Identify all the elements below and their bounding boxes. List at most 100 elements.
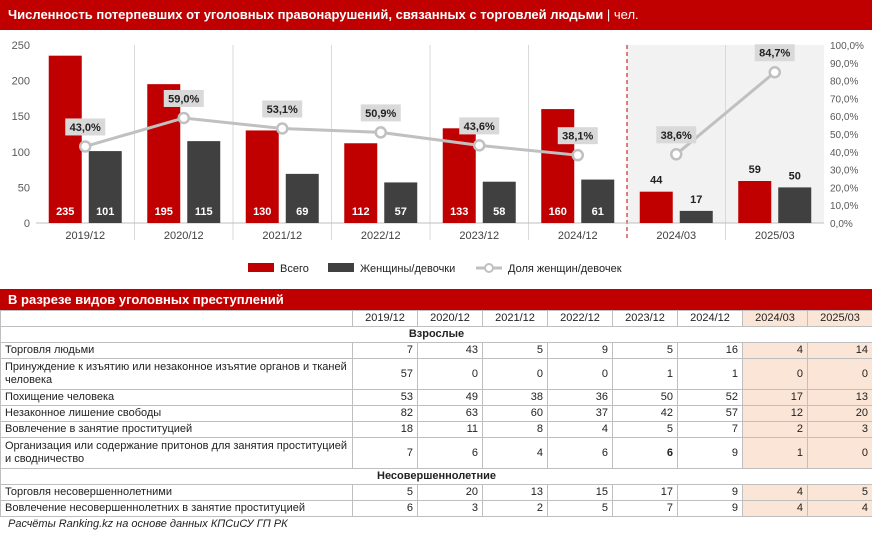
bar-total	[639, 191, 673, 223]
table-cell: 0	[417, 358, 483, 390]
table-cell: 3	[807, 421, 872, 438]
table-cell: 6	[612, 437, 678, 469]
table-cell: 8	[482, 421, 548, 438]
column-header: 2024/12	[677, 310, 743, 327]
table-header: В разрезе видов уголовных преступлений	[0, 289, 872, 310]
share-label: 53,1%	[267, 104, 298, 116]
share-label-box	[65, 118, 106, 136]
column-header: 2020/12	[417, 310, 483, 327]
section-row: Несовершеннолетние	[0, 468, 872, 485]
bar-total-label: 195	[155, 206, 173, 218]
table-cell: 0	[807, 358, 872, 390]
chart-area: 0 50 100 150 200 250 0,0% 10,0% 20,0% 30,0% 40,0% 5…	[0, 30, 872, 288]
table-cell: 50	[612, 389, 678, 406]
table-cell: 7	[352, 342, 418, 359]
table-cell: 9	[677, 484, 743, 501]
share-point	[79, 140, 92, 153]
table-corner-cell	[0, 310, 353, 327]
table-cell: 11	[417, 421, 483, 438]
share-label: 38,6%	[661, 130, 692, 142]
y-left-tick: 100	[12, 147, 30, 159]
row-label: Вовлечение несовершеннолетних в занятие …	[0, 500, 353, 517]
table-cell: 42	[612, 405, 678, 422]
y-right-tick: 0,0%	[830, 219, 853, 230]
bar-total-label: 133	[450, 206, 468, 218]
table-cell: 17	[612, 484, 678, 501]
table-cell: 16	[677, 342, 743, 359]
table-cell: 38	[482, 389, 548, 406]
y-left-tick: 250	[12, 40, 30, 52]
table-cell: 6	[417, 437, 483, 469]
column-header: 2019/12	[352, 310, 418, 327]
bar-women	[187, 141, 221, 223]
bar-women-label: 69	[296, 206, 308, 218]
legend-label-total: Всего	[280, 263, 309, 275]
column-header: 2025/03	[807, 310, 872, 327]
table-row: Вовлечение несовершеннолетних в занятие …	[0, 500, 872, 517]
table-row: Торговля несовершеннолетними 5 20 13 15 17 9 4 5	[0, 484, 872, 501]
bar-total-label: 59	[749, 164, 761, 176]
bar-women	[482, 181, 516, 223]
bar-women-label: 115	[195, 206, 213, 218]
bar-women	[285, 173, 319, 223]
x-tick-label: 2022/12	[361, 230, 401, 242]
table-row: Принуждение к изъятию или незаконное изъ…	[0, 358, 872, 390]
table-cell: 5	[612, 342, 678, 359]
share-point	[473, 139, 486, 152]
table-row: Организация или содержание притонов для …	[0, 437, 872, 469]
table-cell: 14	[807, 342, 872, 359]
table-cell: 1	[742, 437, 808, 469]
table-cell: 6	[547, 437, 613, 469]
table-row: Торговля людьми 7 43 5 9 5 16 4 14	[0, 342, 872, 359]
table-cell: 5	[352, 484, 418, 501]
chart-title: Численность потерпевших от уголовных пра…	[8, 7, 604, 22]
table-cell: 12	[742, 405, 808, 422]
table-cell: 36	[547, 389, 613, 406]
bar-total	[147, 84, 181, 223]
table-cell: 4	[482, 437, 548, 469]
row-label: Торговля несовершеннолетними	[0, 484, 353, 501]
table-cell: 5	[547, 500, 613, 517]
table-cell: 0	[482, 358, 548, 390]
y-right-tick: 90,0%	[830, 59, 858, 70]
table-cell: 49	[417, 389, 483, 406]
chart-unit: | чел.	[603, 7, 639, 22]
combo-chart: 0 50 100 150 200 250 0,0% 10,0% 20,0% 30,0% 40,0% 5…	[12, 40, 864, 275]
table-cell: 13	[807, 389, 872, 406]
table-cell: 2	[482, 500, 548, 517]
row-label: Торговля людьми	[0, 342, 353, 359]
bar-women-label: 61	[592, 206, 604, 218]
bar-women	[679, 210, 713, 223]
bar-total-label: 112	[352, 206, 370, 218]
legend-label-women: Женщины/девочки	[360, 263, 455, 275]
share-label: 43,6%	[464, 121, 495, 133]
bar-women-label: 17	[690, 194, 702, 206]
table-cell: 20	[807, 405, 872, 422]
table-cell: 9	[677, 500, 743, 517]
table-cell: 5	[807, 484, 872, 501]
share-label-box	[262, 100, 303, 118]
table-cell: 37	[547, 405, 613, 422]
legend-label-share: Доля женщин/девочек	[508, 263, 622, 275]
table-cell: 9	[677, 437, 743, 469]
share-label: 84,7%	[759, 48, 790, 60]
table-title: В разрезе видов уголовных преступлений	[8, 292, 284, 307]
y-left-tick: 200	[12, 76, 30, 88]
table-cell: 63	[417, 405, 483, 422]
table-cell: 1	[677, 358, 743, 390]
share-label-box	[459, 117, 500, 135]
column-header: 2024/03	[742, 310, 808, 327]
table-cell: 4	[742, 500, 808, 517]
x-tick-label: 2021/12	[262, 230, 302, 242]
bar-total	[245, 130, 279, 223]
x-tick-label: 2019/12	[65, 230, 105, 242]
table-cell: 4	[742, 484, 808, 501]
table-cell: 0	[547, 358, 613, 390]
source-note: Расчёты Ranking.kz на основе данных КПСи…	[8, 518, 288, 530]
share-label-box	[360, 104, 401, 122]
y-right-tick: 10,0%	[830, 201, 858, 212]
table-cell: 4	[742, 342, 808, 359]
share-label: 38,1%	[562, 131, 593, 143]
bar-total-label: 130	[253, 206, 271, 218]
row-label: Незаконное лишение свободы	[0, 405, 353, 422]
